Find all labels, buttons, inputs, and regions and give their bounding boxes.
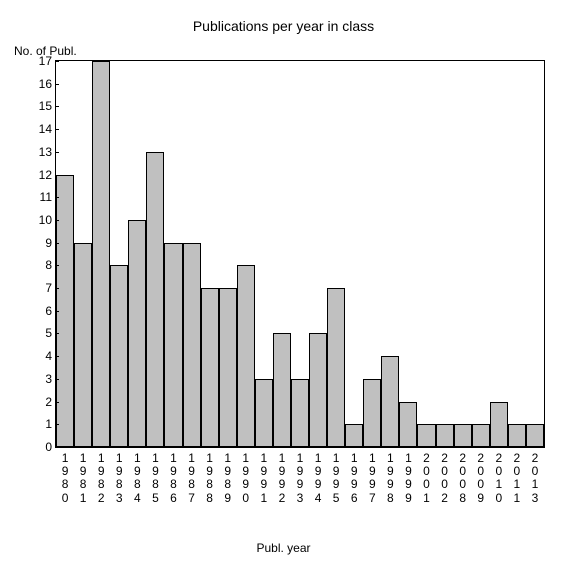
xtick-label: 1 9 9 6 [350,452,358,505]
xtick-label: 1 9 9 2 [278,452,286,505]
ytick-label: 5 [22,326,52,340]
ytick-mark [55,84,59,85]
xtick-label: 2 0 0 9 [477,452,485,505]
bar [110,265,128,447]
x-axis-label: Publ. year [0,541,567,555]
ytick-mark [55,402,59,403]
xtick-label: 1 9 8 6 [169,452,177,505]
ytick-mark [55,288,59,289]
bar [454,424,472,447]
xtick-label: 2 0 0 2 [441,452,449,505]
xtick-label: 1 9 9 1 [260,452,268,505]
bar [273,333,291,447]
xtick-label: 1 9 8 7 [188,452,196,505]
ytick-mark [55,379,59,380]
ytick-label: 9 [22,236,52,250]
ytick-label: 16 [22,77,52,91]
ytick-mark [55,333,59,334]
ytick-mark [55,243,59,244]
xtick-label: 2 0 1 3 [531,452,539,505]
bar [255,379,273,447]
bar [436,424,454,447]
ytick-mark [55,61,59,62]
bar [92,61,110,447]
chart-title: Publications per year in class [0,18,567,34]
xtick-label: 1 9 9 0 [242,452,250,505]
bar [164,243,182,447]
bar [128,220,146,447]
xtick-label: 1 9 9 8 [386,452,394,505]
bar [399,402,417,447]
xtick-label: 1 9 8 0 [61,452,69,505]
ytick-mark [55,356,59,357]
ytick-mark [55,220,59,221]
ytick-label: 6 [22,304,52,318]
ytick-label: 7 [22,281,52,295]
xtick-label: 2 0 1 0 [495,452,503,505]
xtick-label: 2 0 1 1 [513,452,521,505]
bar [472,424,490,447]
xtick-label: 1 9 8 5 [151,452,159,505]
ytick-mark [55,197,59,198]
ytick-label: 11 [22,190,52,204]
ytick-mark [55,152,59,153]
ytick-label: 10 [22,213,52,227]
xtick-label: 1 9 9 7 [368,452,376,505]
ytick-label: 8 [22,258,52,272]
ytick-mark [55,106,59,107]
bar [508,424,526,447]
xtick-label: 1 9 8 9 [224,452,232,505]
xtick-label: 2 0 0 8 [459,452,467,505]
bar [237,265,255,447]
bar [327,288,345,447]
ytick-label: 2 [22,395,52,409]
ytick-label: 17 [22,54,52,68]
bar [183,243,201,447]
ytick-label: 1 [22,417,52,431]
xtick-label: 1 9 9 9 [404,452,412,505]
ytick-mark [55,311,59,312]
ytick-label: 13 [22,145,52,159]
bar [219,288,237,447]
bar [526,424,544,447]
ytick-label: 15 [22,99,52,113]
xtick-label: 1 9 8 2 [97,452,105,505]
ytick-mark [55,175,59,176]
bar [381,356,399,447]
xtick-label: 1 9 8 8 [206,452,214,505]
ytick-mark [55,129,59,130]
xtick-label: 1 9 9 5 [332,452,340,505]
chart-container: Publications per year in class No. of Pu… [0,0,567,567]
bar [309,333,327,447]
bar [363,379,381,447]
plot-area [55,60,545,448]
xtick-label: 1 9 8 4 [133,452,141,505]
ytick-label: 14 [22,122,52,136]
bar [201,288,219,447]
ytick-label: 12 [22,168,52,182]
xtick-label: 1 9 9 4 [314,452,322,505]
xtick-label: 1 9 8 1 [79,452,87,505]
ytick-label: 4 [22,349,52,363]
ytick-label: 0 [22,440,52,454]
bar [291,379,309,447]
ytick-mark [55,447,59,448]
bar [74,243,92,447]
ytick-mark [55,265,59,266]
ytick-label: 3 [22,372,52,386]
xtick-label: 1 9 8 3 [115,452,123,505]
bar [345,424,363,447]
xtick-label: 2 0 0 1 [423,452,431,505]
bar [146,152,164,447]
bar [417,424,435,447]
xtick-label: 1 9 9 3 [296,452,304,505]
ytick-mark [55,424,59,425]
bar [490,402,508,447]
